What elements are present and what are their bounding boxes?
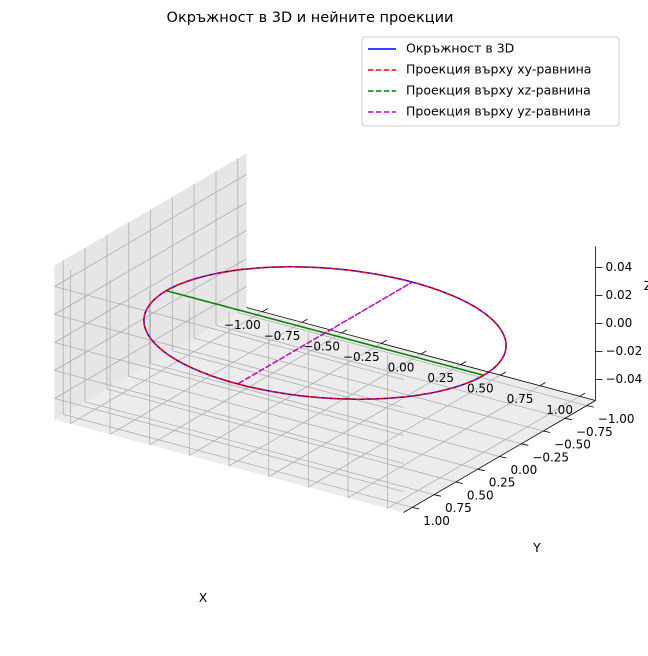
x-tick [341,329,348,334]
grid-line-y-floor [172,350,522,445]
y-tick [543,430,551,433]
x-axis-label: X [199,590,208,605]
z-tick-label: 0.04 [606,260,633,274]
x-tick [539,382,546,387]
x-tick-label: −0.25 [343,350,380,364]
z-axis-label: Z [644,278,648,293]
y-tick [564,417,573,421]
x-tick [301,318,308,323]
x-tick-label: −1.00 [224,318,261,332]
grid-line-y-floor [193,337,544,432]
z-tick-label: 0.00 [606,316,633,330]
y-tick [477,468,485,472]
grid-line-y-floor [63,414,413,508]
z-tick-label: −0.04 [606,372,643,386]
projection-xy-line [143,266,507,400]
x-tick [420,350,427,355]
y-tick [499,456,507,459]
grid-line-y-floor [237,312,587,406]
grid-line-y-floor [84,401,435,496]
y-tick [521,443,529,446]
y-tick [433,494,442,497]
x-tick [262,308,269,313]
y-tick [586,405,594,408]
y-tick-label: −0.75 [576,425,613,439]
x-tick-label: −0.50 [303,339,340,353]
y-tick-label: 0.25 [489,476,516,490]
x-tick [500,371,507,376]
legend-entry: Окръжност в 3D [406,41,514,56]
projection-yz-line [237,281,413,385]
x-tick [579,392,586,397]
grid-line-z-left [54,202,247,315]
z-tick-label: 0.02 [606,288,633,302]
legend-entry: Проекция върху xz-равнина [406,83,591,98]
y-tick-label: 0.00 [511,463,538,477]
y-axis-label: Y [532,540,541,555]
data-curves [143,266,507,400]
x-tick-label: 0.75 [507,392,534,406]
legend: Окръжност в 3D Проекция върху xy-равнина П… [361,36,620,127]
x-tick-label: 0.25 [427,371,454,385]
y-tick-label: −1.00 [598,412,635,426]
x-tick-label: 1.00 [546,403,573,417]
x-tick [381,339,388,344]
y-tick-label: 0.50 [467,489,494,503]
grid-line-z-back [54,398,404,492]
legend-entry: Проекция върху xy-равнина [406,62,591,77]
y-tick-label: 0.75 [445,501,472,515]
x-tick-label: 0.00 [388,361,415,375]
grid-line-z-left [54,286,247,399]
y-tick-label: −0.50 [554,438,591,452]
y-tick-label: −0.25 [532,450,569,464]
y-tick [412,507,420,510]
x-tick [460,361,467,365]
grid-line-z-left [54,258,247,371]
grid-line-y-floor [128,375,478,470]
y-tick-label: 1.00 [423,514,450,528]
grid-line-y-floor [150,363,500,457]
grid-line-z-left [54,174,247,287]
grid-line-z-back [54,370,404,464]
chart-title: Окръжност в 3D и нейните проекции [167,10,454,26]
grid-line-z-back [54,342,404,436]
grid-line-y-floor [106,388,457,483]
legend-box [361,36,620,127]
tick-marks: −1.00−0.75−0.50−0.250.000.250.500.751.00… [224,260,642,528]
grid-lines [54,158,587,509]
projection-xz-line [166,290,484,376]
y-tick [455,481,463,484]
z-tick-label: −0.02 [606,344,643,358]
x-tick-label: −0.75 [264,329,301,343]
grid-line-z-left [54,230,247,343]
legend-entry: Проекция върху yz-равнина [406,104,591,119]
x-tick-label: 0.50 [467,382,494,396]
grid-line-z-back [54,286,404,380]
grid-line-y-floor [215,324,566,419]
grid-line-z-back [54,314,404,408]
